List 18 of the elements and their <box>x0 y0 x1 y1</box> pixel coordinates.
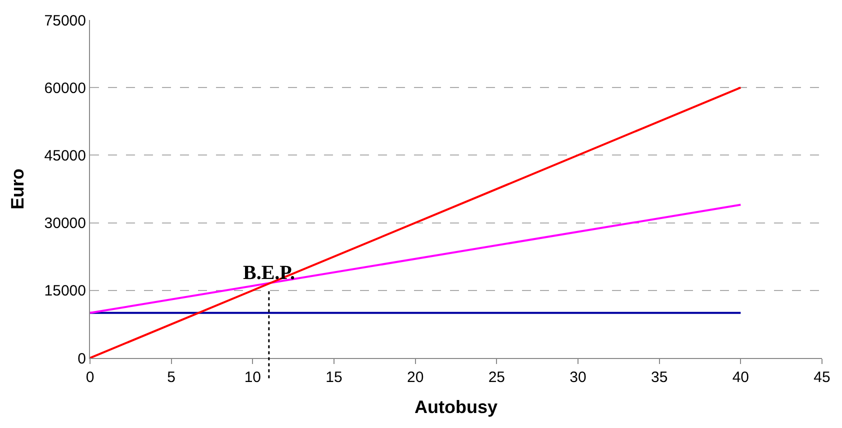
x-tick-label: 30 <box>570 369 586 386</box>
x-tick-label: 15 <box>326 369 342 386</box>
x-tick-label: 40 <box>732 369 750 386</box>
y-tick-label: 0 <box>78 350 86 368</box>
x-tick-label: 10 <box>244 369 262 386</box>
y-axis-title: Euro <box>7 168 28 210</box>
y-tick-label: 45000 <box>44 147 86 164</box>
x-tick-label: 25 <box>488 369 506 386</box>
y-tick-label: 60000 <box>44 80 86 97</box>
y-tick-label: 30000 <box>44 215 86 232</box>
y-tick-label: 75000 <box>44 12 86 30</box>
x-tick-label: 20 <box>406 369 424 386</box>
x-tick-label: 5 <box>167 369 176 386</box>
ref-line-label: B.E.P. <box>243 262 296 284</box>
x-tick-label: 45 <box>814 369 830 386</box>
x-tick-label: 35 <box>650 369 668 386</box>
x-axis-title: Autobusy <box>414 397 498 418</box>
y-tick-label: 15000 <box>44 282 86 300</box>
